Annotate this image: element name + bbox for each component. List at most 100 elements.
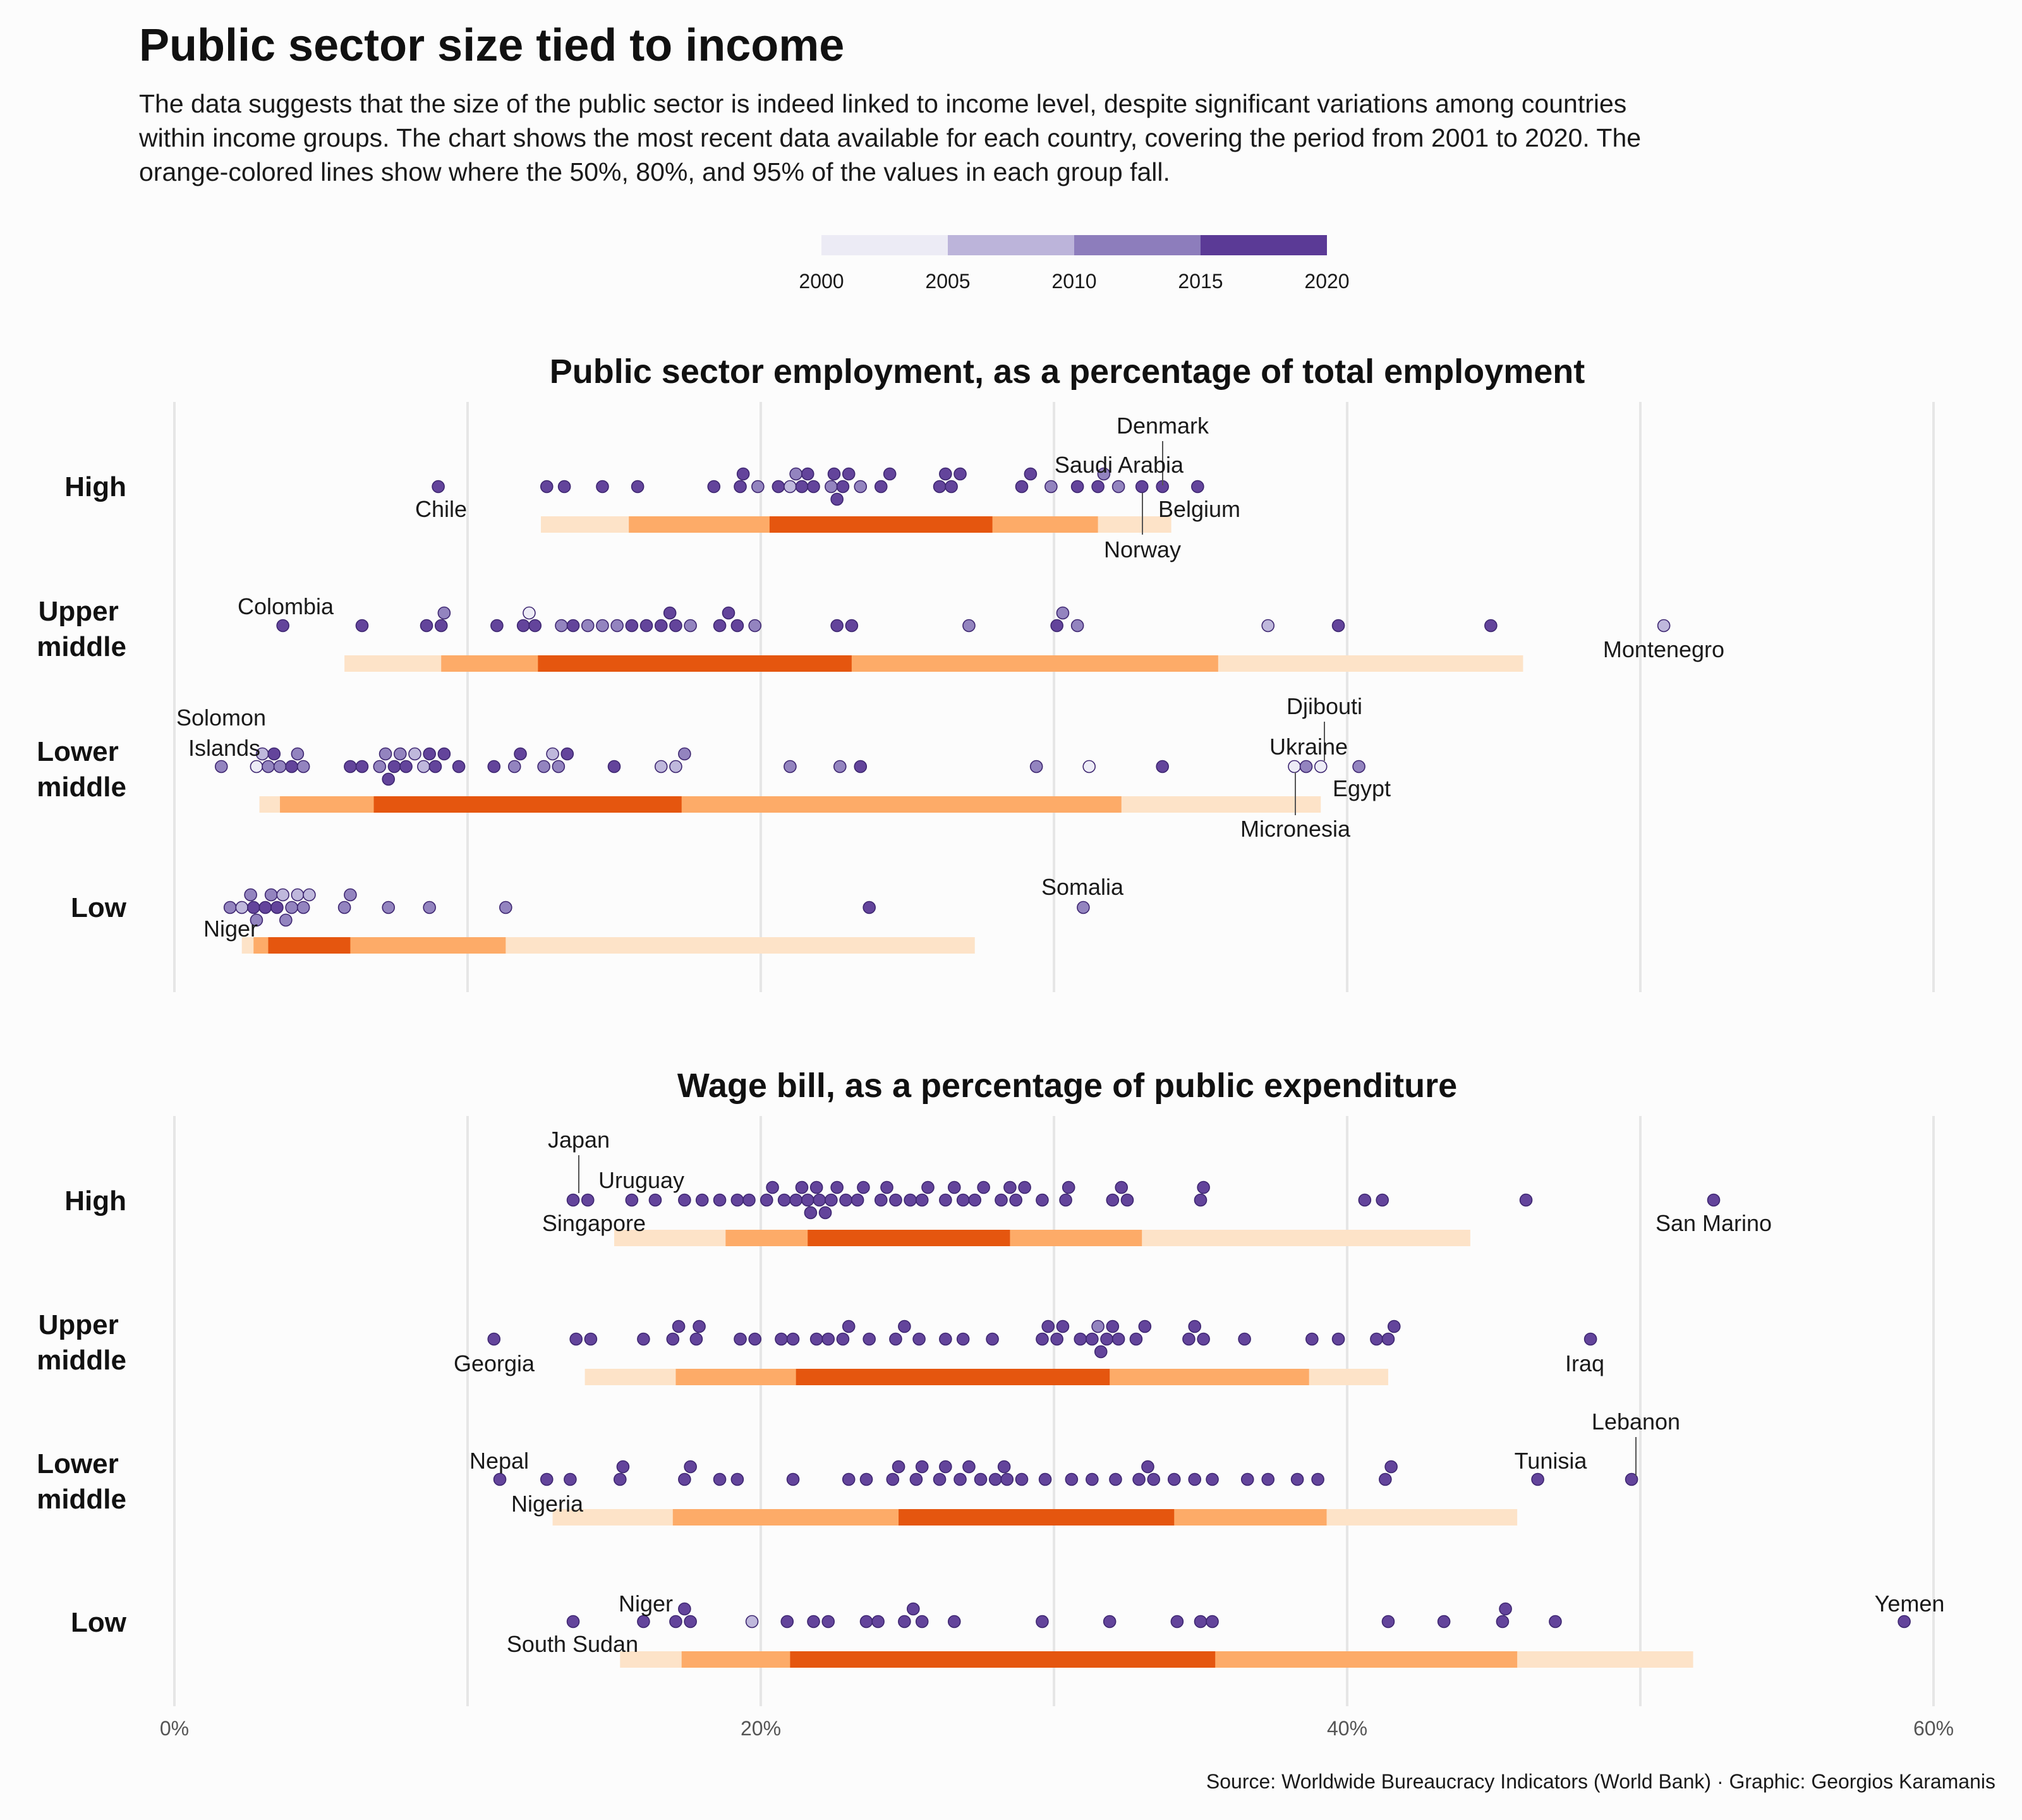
data-point [408, 747, 421, 761]
data-point [713, 1193, 727, 1207]
data-point [1188, 1472, 1202, 1486]
label-line: Islands [188, 735, 260, 761]
data-point [1194, 1615, 1208, 1629]
data-point [1109, 1472, 1122, 1486]
data-point [977, 1180, 990, 1194]
x-tick-label: 0% [160, 1717, 189, 1740]
group-label-line: Lower [37, 736, 119, 767]
group-labels-wage-bill: High Upper middle Lower middle Low [37, 1186, 127, 1638]
data-point [939, 1332, 952, 1346]
label-south-sudan: South Sudan [507, 1631, 638, 1657]
subtitle-line-2: within income groups. The chart shows th… [138, 123, 1641, 152]
interval-50-low [268, 937, 351, 954]
legend-swatch-3 [1074, 235, 1201, 255]
data-point [939, 467, 952, 481]
panel-title-employment: Public sector employment, as a percentag… [550, 353, 1585, 391]
group-label-high: High [64, 471, 126, 502]
data-point [296, 760, 310, 774]
data-point [1044, 480, 1058, 494]
data-point [1549, 1615, 1562, 1629]
data-point [296, 901, 310, 914]
data-point [250, 760, 263, 774]
data-point [1531, 1472, 1544, 1486]
group-label-line: middle [37, 631, 126, 662]
interval-50-upper-middle [796, 1369, 1110, 1385]
data-point [276, 619, 289, 633]
data-point [1437, 1615, 1451, 1629]
data-point [830, 1180, 844, 1194]
data-point [1519, 1193, 1533, 1207]
data-point [742, 1193, 756, 1207]
group-label-upper-middle: Upper middle [37, 596, 126, 662]
data-point [915, 1615, 929, 1629]
data-point [1050, 619, 1063, 633]
data-point [1138, 1320, 1152, 1333]
data-point [1009, 1193, 1022, 1207]
data-point [631, 480, 645, 494]
data-point [1358, 1193, 1372, 1207]
panel-employment: Public sector employment, as a percentag… [37, 353, 1935, 992]
x-tick-label: 60% [1913, 1717, 1954, 1740]
data-point [663, 606, 677, 620]
x-axis: 0% 20% 40% 60% [160, 1717, 1954, 1740]
data-point [968, 1193, 982, 1207]
data-point [874, 1193, 888, 1207]
label-georgia: Georgia [454, 1350, 535, 1376]
data-point [1206, 1472, 1219, 1486]
group-label-lower-middle: Lower middle [37, 736, 126, 803]
data-point [915, 1193, 929, 1207]
data-point [1000, 1472, 1014, 1486]
data-point [270, 901, 284, 914]
data-point [639, 619, 653, 633]
legend-swatch-4 [1201, 235, 1327, 255]
label-line: Solomon [176, 705, 266, 731]
data-point [637, 1332, 650, 1346]
data-point [528, 619, 542, 633]
data-point [291, 888, 305, 902]
data-point [490, 619, 504, 633]
data-point [1156, 760, 1169, 774]
data-point [1082, 760, 1096, 774]
group-label-line: middle [37, 1484, 126, 1515]
data-point [906, 1602, 920, 1616]
legend-tick-2005: 2005 [925, 270, 970, 293]
data-point [760, 1193, 773, 1207]
data-point [825, 1193, 838, 1207]
data-point [1384, 1460, 1398, 1474]
interval-50-lower-middle [373, 796, 682, 813]
data-point [772, 480, 785, 494]
label-saudi-arabia: Saudi Arabia [1055, 452, 1184, 478]
data-point [795, 480, 809, 494]
label-denmark: Denmark [1117, 413, 1209, 439]
data-point [625, 1193, 639, 1207]
label-japan: Japan [548, 1127, 610, 1153]
data-point [452, 760, 466, 774]
data-point [1387, 1320, 1401, 1333]
data-point [766, 1180, 779, 1194]
data-point [566, 1193, 580, 1207]
data-point [898, 1320, 911, 1333]
data-point [825, 480, 838, 494]
points-wage-bill [487, 1180, 1911, 1629]
data-point [684, 1615, 697, 1629]
data-point [399, 760, 413, 774]
data-point [784, 480, 797, 494]
data-point [689, 1332, 703, 1346]
data-point [986, 1332, 999, 1346]
data-point [1018, 1180, 1031, 1194]
year-legend: 2000 2005 2010 2015 2020 [799, 235, 1350, 293]
country-labels-wage-bill: Japan Uruguay Singapore San Marino Georg… [454, 1127, 1944, 1657]
data-point [564, 1472, 577, 1486]
x-tick-label: 40% [1327, 1717, 1367, 1740]
data-point [898, 1615, 911, 1629]
data-point [1379, 1472, 1392, 1486]
label-montenegro: Montenegro [1603, 636, 1724, 662]
interval-50-low [790, 1651, 1216, 1668]
data-point [669, 619, 682, 633]
data-point [428, 760, 442, 774]
data-point [499, 901, 512, 914]
label-solomon-islands: Solomon Islands [176, 705, 272, 761]
data-point [722, 606, 736, 620]
data-point [423, 747, 436, 761]
data-point [1206, 1615, 1219, 1629]
